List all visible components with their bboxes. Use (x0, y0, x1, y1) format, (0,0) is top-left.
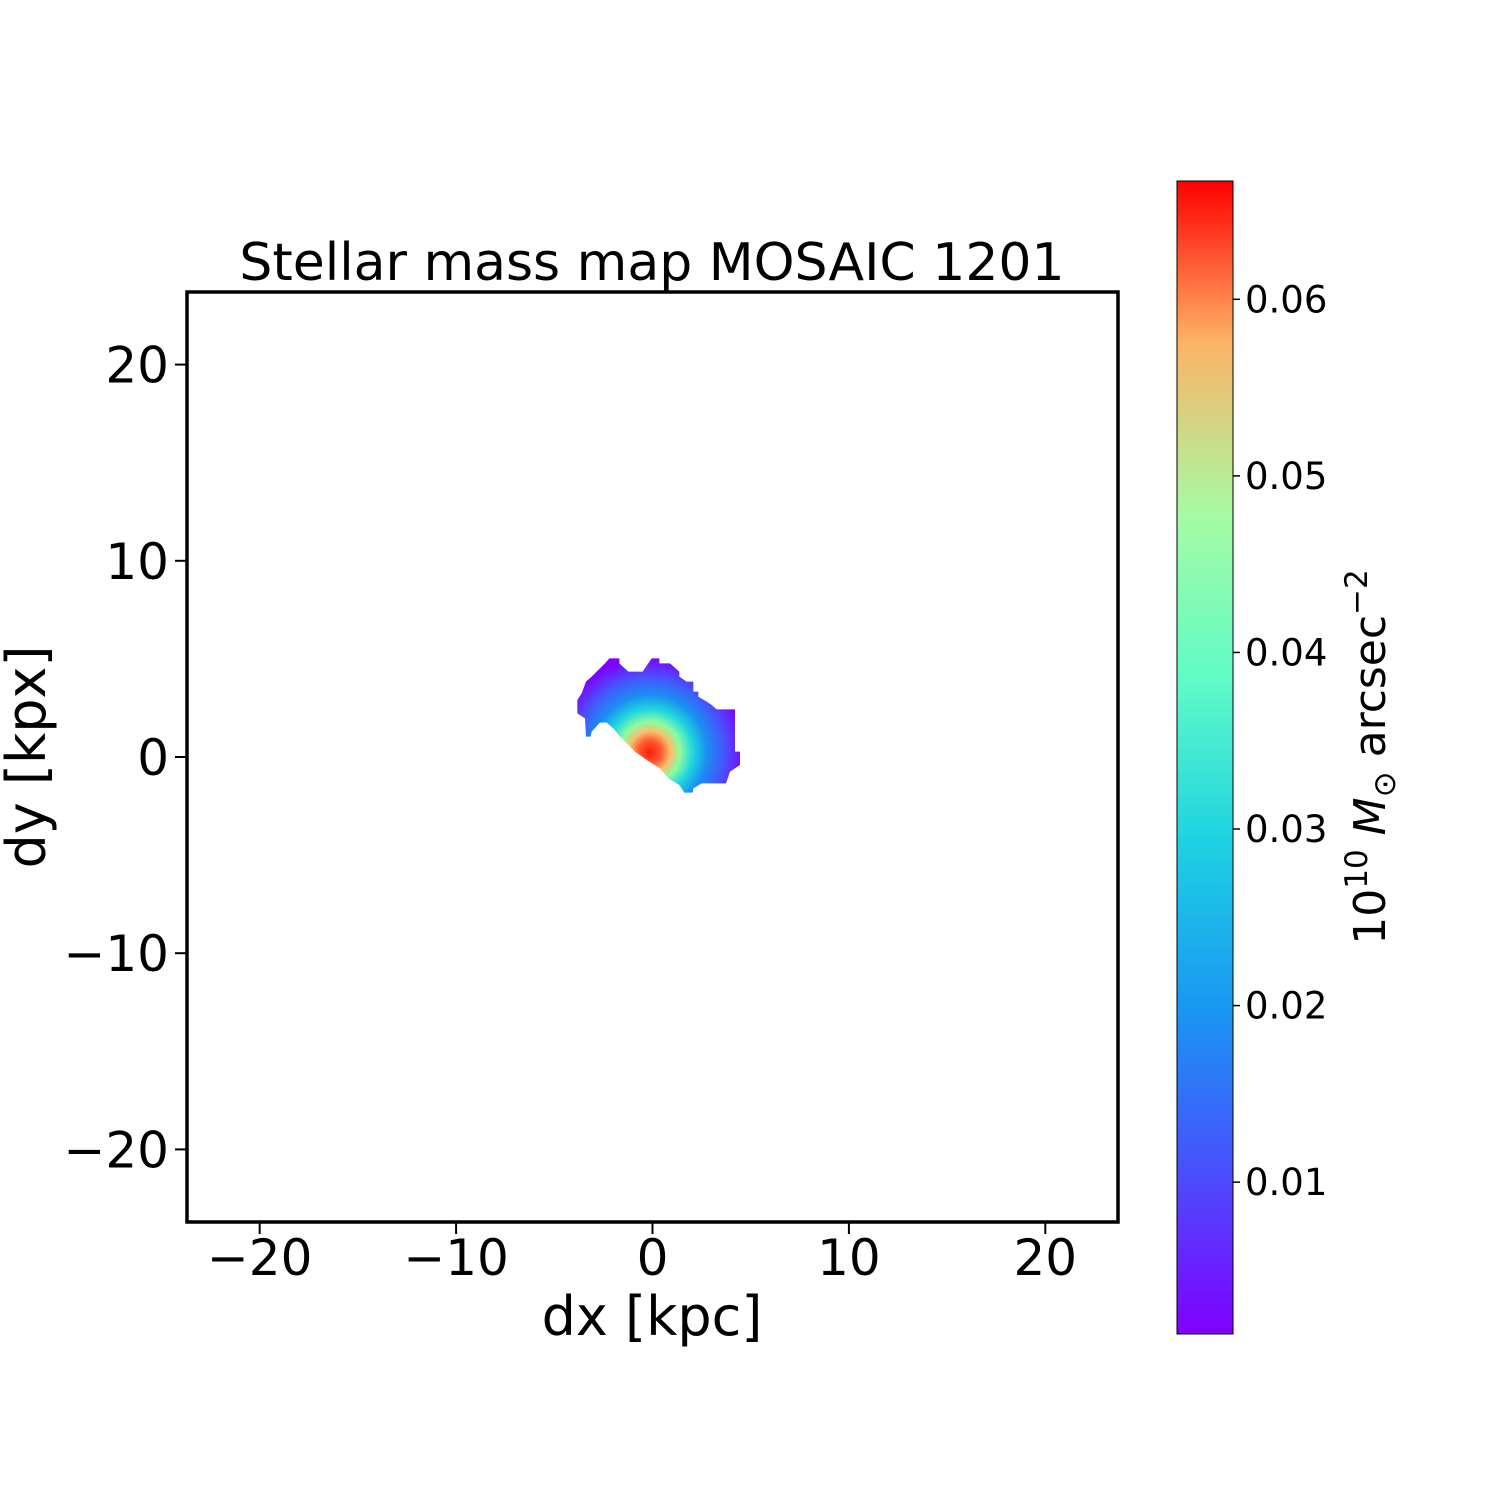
x-tick-label: −10 (403, 1229, 509, 1287)
x-tick-label: 20 (1014, 1229, 1078, 1287)
x-axis-label: dx [kpc] (542, 1285, 763, 1348)
colorbar-tick-label: 0.02 (1245, 985, 1327, 1028)
heatmap-source (577, 658, 740, 793)
y-tick-label: −20 (63, 1121, 169, 1179)
y-tick-label: 20 (105, 337, 169, 395)
colorbar-tick-label: 0.05 (1245, 455, 1327, 498)
colorbar-tick-label: 0.06 (1245, 278, 1327, 321)
y-tick-label: 10 (105, 533, 169, 591)
y-axis-label: dy [kpx] (0, 645, 58, 868)
colorbar-tick-label: 0.03 (1245, 808, 1327, 851)
colorbar (1176, 180, 1234, 1335)
colorbar-tick-label: 0.01 (1245, 1161, 1327, 1204)
x-tick-label: 0 (637, 1229, 669, 1287)
x-tick-label: −20 (207, 1229, 313, 1287)
colorbar-tick-label: 0.04 (1245, 631, 1327, 674)
y-tick-label: 0 (137, 729, 169, 787)
y-tick-label: −10 (63, 925, 169, 983)
colorbar-label: 1010 M⊙ arcsec−2 (1339, 569, 1403, 945)
x-tick-label: 10 (817, 1229, 881, 1287)
chart-title: Stellar mass map MOSAIC 1201 (239, 233, 1064, 293)
